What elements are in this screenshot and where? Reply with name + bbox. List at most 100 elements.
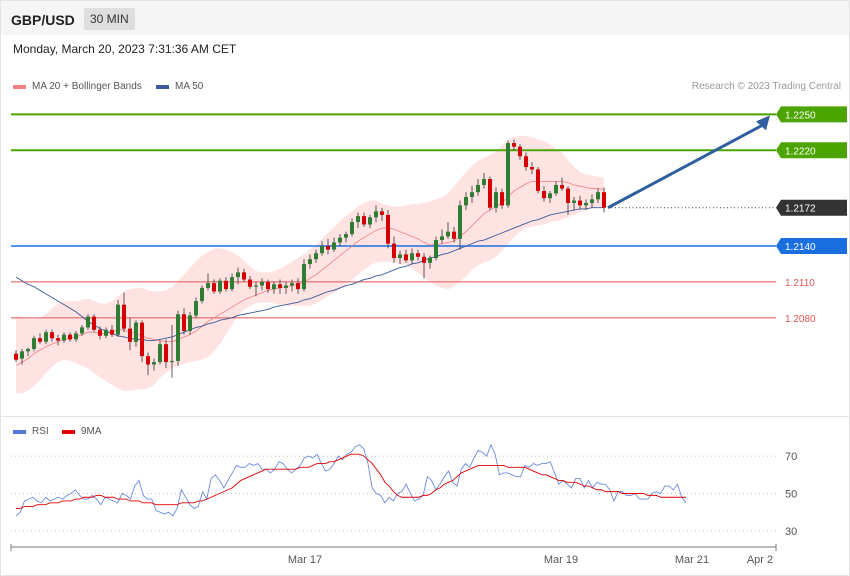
candle-body [374,211,378,218]
candle-body [182,314,186,332]
candle-body [134,322,138,342]
candle-body [518,146,522,157]
level-label-1.2140: 1.2140 [785,242,816,253]
level-tag-1.2172 [776,199,847,216]
candle-body [344,234,348,238]
candle-body [434,240,438,258]
candle-body [56,338,60,341]
candle-body [482,178,486,185]
candle-body [386,214,390,244]
candle-body [356,216,360,223]
candle-body [290,283,294,286]
candle-body [194,301,198,316]
candle-body [566,188,570,203]
x-tick-label: Mar 19 [544,554,578,566]
x-tick-label: Mar 21 [675,554,709,566]
candle-body [278,284,282,288]
candle-body [332,242,336,250]
candle-body [350,222,354,235]
candle-body [512,143,516,147]
x-tick-label: Mar 17 [288,554,322,566]
candle-body [86,316,90,328]
legend-9ma: 9MA [62,426,102,437]
candle-body [104,329,108,336]
candle-body [254,285,258,287]
candle-body [266,281,270,290]
candle-body [404,254,408,261]
candle-body [506,143,510,206]
candle-body [236,272,240,278]
candle-body [488,178,492,208]
legend-ma20-label: MA 20 + Bollinger Bands [32,81,142,92]
candle-body [554,184,558,194]
legend-ma20: MA 20 + Bollinger Bands [13,81,142,92]
candle-body [326,246,330,250]
candle-body [152,362,156,365]
level-tag-1.2140 [776,238,847,255]
copyright-text: Research © 2023 Trading Central [691,81,841,92]
legend-9ma-label: 9MA [81,426,102,437]
candle-body [536,169,540,191]
candle-body [602,192,606,208]
candle-body [308,259,312,264]
candle-body [80,327,84,334]
candle-body [260,281,264,286]
candle-body [110,329,114,335]
candle-body [242,272,246,280]
candle-body [398,254,402,258]
candle-body [458,205,462,239]
candle-body [422,256,426,263]
candle-body [68,334,72,340]
candle-body [92,316,96,330]
candle-body [446,231,450,237]
legend-ma50: MA 50 [156,81,203,92]
candle-body [224,280,228,290]
candle-body [572,200,576,203]
x-tick-label: Apr 2 [747,554,773,566]
candle-body [494,192,498,208]
candle-body [32,338,36,349]
candle-body [440,236,444,241]
rsi-tick-70: 70 [785,451,797,463]
candle-body [44,332,48,342]
candle-body [164,344,168,363]
level-label-1.2080: 1.2080 [785,314,816,325]
candle-body [296,283,300,290]
level-tag-1.2250 [776,106,847,123]
forecast-arrow-head [756,115,770,131]
candle-body [314,253,318,260]
candle-body [128,328,132,342]
candle-body [590,199,594,203]
level-label-1.2110: 1.2110 [785,278,815,289]
timeframe-button[interactable]: 30 MIN [84,8,135,30]
candle-body [272,284,276,290]
candle-body [200,287,204,302]
candle-body [218,280,222,292]
legend-rsi-label: RSI [32,426,49,437]
candle-body [98,329,102,336]
candle-body [338,237,342,243]
candle-body [464,196,468,206]
level-tag-1.2220 [776,142,847,159]
legend-ma50-label: MA 50 [175,81,204,92]
candle-body [122,304,126,329]
candle-body [158,344,162,363]
candle-body [212,283,216,292]
candle-body [188,315,192,332]
candle-body [410,253,414,261]
symbol-title: GBP/USD [11,12,75,28]
candle-body [170,360,174,363]
candle-body [284,285,288,288]
candle-body [470,192,474,197]
candle-body [452,231,456,239]
candle-body [20,351,24,359]
level-label-1.2220: 1.2220 [785,146,816,157]
candle-body [578,200,582,206]
ma50-swatch [156,84,169,89]
candle-body [74,333,78,340]
level-label-1.2172: 1.2172 [785,204,816,215]
candle-body [596,192,600,200]
candle-body [584,202,588,206]
pane-divider [1,416,849,417]
